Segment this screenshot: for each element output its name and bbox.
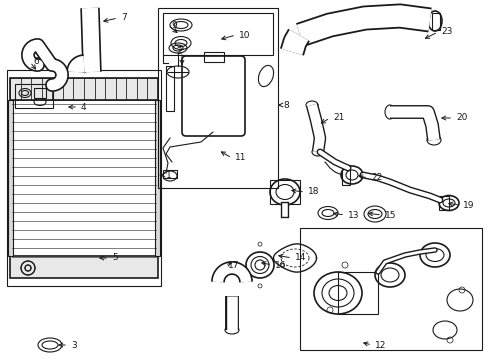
Text: 4: 4 (81, 103, 86, 112)
Bar (116, 78, 126, 100)
Text: 10: 10 (239, 31, 250, 40)
Text: 8: 8 (283, 100, 288, 109)
Bar (163, 170, 177, 178)
Bar (73, 78, 84, 100)
Bar (10, 78, 20, 100)
Bar (137, 78, 147, 100)
Bar (126, 78, 137, 100)
Text: 17: 17 (227, 261, 239, 270)
Text: 14: 14 (294, 253, 306, 262)
Bar (31, 78, 41, 100)
Text: 12: 12 (374, 341, 386, 350)
Bar (52, 78, 63, 100)
Text: 16: 16 (274, 261, 286, 270)
Bar (10, 78, 158, 100)
Bar (34, 88, 46, 98)
Bar (41, 78, 52, 100)
Text: 7: 7 (121, 13, 126, 22)
Text: 3: 3 (71, 341, 77, 350)
Text: 11: 11 (235, 153, 246, 162)
Bar (147, 78, 158, 100)
Bar (203, 52, 224, 62)
Bar (337, 272, 377, 314)
Bar (15, 84, 53, 108)
Text: 20: 20 (455, 113, 467, 122)
Text: 9: 9 (171, 21, 176, 30)
Bar (8, 100, 13, 256)
Bar (63, 78, 73, 100)
Bar (165, 66, 174, 111)
Bar (163, 13, 272, 55)
Text: 1: 1 (165, 171, 171, 180)
Text: 5: 5 (112, 253, 118, 262)
Bar (431, 13, 439, 30)
Bar (94, 78, 105, 100)
Text: 19: 19 (462, 201, 473, 210)
Text: 21: 21 (332, 113, 344, 122)
Text: 15: 15 (384, 211, 396, 220)
Bar (7, 70, 161, 286)
Text: 6: 6 (33, 58, 39, 67)
Bar (10, 256, 158, 278)
Bar (155, 100, 160, 256)
Text: 22: 22 (370, 174, 382, 183)
Bar (438, 196, 448, 210)
Bar (105, 78, 116, 100)
Bar (299, 228, 481, 350)
Text: 13: 13 (347, 211, 359, 220)
Bar (269, 180, 299, 204)
Bar (84, 78, 94, 100)
Text: 23: 23 (440, 27, 451, 36)
Text: 2: 2 (176, 48, 182, 57)
Bar (341, 165, 349, 185)
Bar (20, 78, 31, 100)
Bar (158, 8, 278, 188)
Text: 18: 18 (307, 188, 319, 197)
